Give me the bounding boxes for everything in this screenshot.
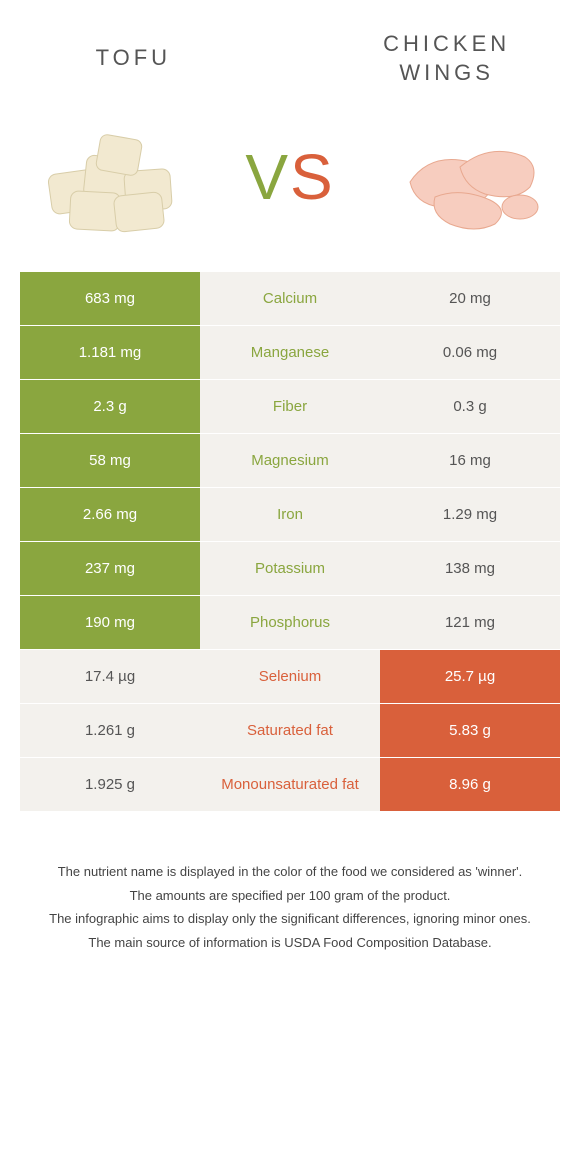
tofu-image bbox=[30, 112, 200, 242]
value-right: 1.29 mg bbox=[380, 488, 560, 541]
nutrient-name: Fiber bbox=[200, 380, 380, 433]
food-title-left: TOFU bbox=[33, 44, 233, 73]
value-right: 0.06 mg bbox=[380, 326, 560, 379]
nutrient-name: Magnesium bbox=[200, 434, 380, 487]
value-left: 1.925 g bbox=[20, 758, 200, 811]
table-row: 2.66 mgIron1.29 mg bbox=[20, 488, 560, 542]
table-row: 58 mgMagnesium16 mg bbox=[20, 434, 560, 488]
value-left: 1.181 mg bbox=[20, 326, 200, 379]
nutrient-name: Monounsaturated fat bbox=[200, 758, 380, 811]
table-row: 17.4 µgSelenium25.7 µg bbox=[20, 650, 560, 704]
table-row: 683 mgCalcium20 mg bbox=[20, 272, 560, 326]
value-left: 2.3 g bbox=[20, 380, 200, 433]
vs-label: VS bbox=[245, 140, 334, 214]
value-right: 138 mg bbox=[380, 542, 560, 595]
value-left: 237 mg bbox=[20, 542, 200, 595]
table-row: 2.3 gFiber0.3 g bbox=[20, 380, 560, 434]
nutrient-name: Selenium bbox=[200, 650, 380, 703]
footer-line: The amounts are specified per 100 gram o… bbox=[30, 886, 550, 906]
value-left: 190 mg bbox=[20, 596, 200, 649]
footer-notes: The nutrient name is displayed in the co… bbox=[0, 812, 580, 976]
chicken-wings-image bbox=[380, 112, 550, 242]
value-left: 1.261 g bbox=[20, 704, 200, 757]
table-row: 190 mgPhosphorus121 mg bbox=[20, 596, 560, 650]
nutrient-table: 683 mgCalcium20 mg1.181 mgManganese0.06 … bbox=[20, 272, 560, 812]
nutrient-name: Phosphorus bbox=[200, 596, 380, 649]
header-row: TOFU CHICKEN WINGS bbox=[0, 0, 580, 102]
value-right: 20 mg bbox=[380, 272, 560, 325]
table-row: 1.261 gSaturated fat5.83 g bbox=[20, 704, 560, 758]
value-right: 121 mg bbox=[380, 596, 560, 649]
infographic-container: TOFU CHICKEN WINGS VS bbox=[0, 0, 580, 976]
value-right: 0.3 g bbox=[380, 380, 560, 433]
nutrient-name: Saturated fat bbox=[200, 704, 380, 757]
nutrient-name: Potassium bbox=[200, 542, 380, 595]
nutrient-name: Calcium bbox=[200, 272, 380, 325]
value-left: 58 mg bbox=[20, 434, 200, 487]
value-right: 16 mg bbox=[380, 434, 560, 487]
value-left: 2.66 mg bbox=[20, 488, 200, 541]
images-row: VS bbox=[0, 102, 580, 272]
nutrient-name: Iron bbox=[200, 488, 380, 541]
footer-line: The main source of information is USDA F… bbox=[30, 933, 550, 953]
table-row: 1.181 mgManganese0.06 mg bbox=[20, 326, 560, 380]
footer-line: The nutrient name is displayed in the co… bbox=[30, 862, 550, 882]
value-right: 25.7 µg bbox=[380, 650, 560, 703]
table-row: 237 mgPotassium138 mg bbox=[20, 542, 560, 596]
nutrient-name: Manganese bbox=[200, 326, 380, 379]
value-left: 683 mg bbox=[20, 272, 200, 325]
value-right: 8.96 g bbox=[380, 758, 560, 811]
value-right: 5.83 g bbox=[380, 704, 560, 757]
table-row: 1.925 gMonounsaturated fat8.96 g bbox=[20, 758, 560, 812]
food-title-right: CHICKEN WINGS bbox=[347, 30, 547, 87]
footer-line: The infographic aims to display only the… bbox=[30, 909, 550, 929]
value-left: 17.4 µg bbox=[20, 650, 200, 703]
